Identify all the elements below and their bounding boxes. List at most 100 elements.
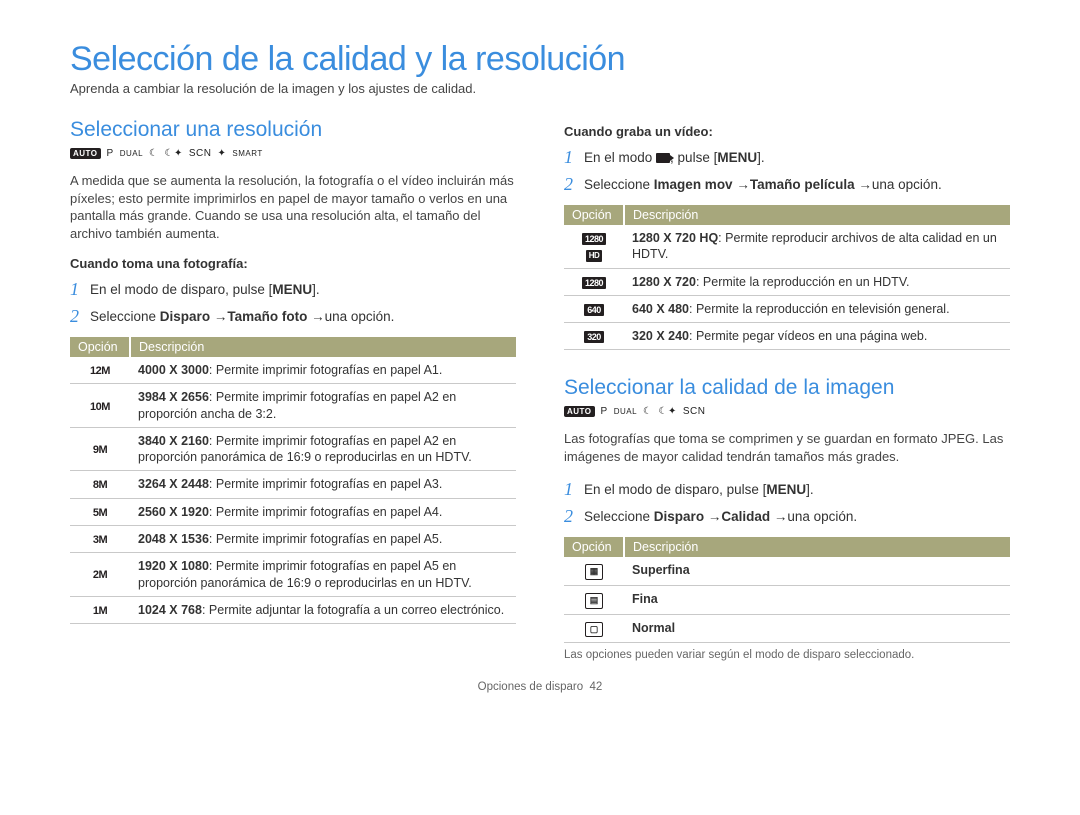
video-res-description-cell: 1280 X 720: Permite la reproducción en u… (624, 268, 1010, 295)
col-description: Descripción (624, 537, 1010, 557)
step-text: En el modo de disparo, pulse [MENU]. (90, 279, 320, 299)
quality-icon: ▤ (564, 586, 624, 615)
mode-p-icon: P (601, 406, 608, 417)
table-header-row: Opción Descripción (70, 337, 516, 357)
table-header-row: Opción Descripción (564, 537, 1010, 557)
resolution-icon: 5M (70, 498, 130, 525)
arrow-icon (770, 509, 787, 524)
table-row: 10M3984 X 2656: Permite imprimir fotogra… (70, 384, 516, 428)
quality-icon: ▢ (564, 614, 624, 643)
resolution-description-cell: 2560 X 1920: Permite imprimir fotografía… (130, 498, 516, 525)
page-footer: Opciones de disparo 42 (70, 681, 1010, 693)
step-text: Seleccione DisparoTamaño fotouna opción. (90, 306, 394, 326)
resolution-icon: 10M (70, 384, 130, 428)
step-text: Seleccione DisparoCalidaduna opción. (584, 506, 857, 526)
mode-auto-icon: AUTO (70, 148, 101, 159)
table-row: 2M1920 X 1080: Permite imprimir fotograf… (70, 553, 516, 597)
video-res-icon: 1280 (564, 268, 624, 295)
arrow-icon (210, 309, 227, 324)
quality-icon: ▦ (564, 557, 624, 585)
section-heading-resolution: Seleccionar una resolución (70, 118, 516, 142)
resolution-icon: 2M (70, 553, 130, 597)
table-row: 3M2048 X 1536: Permite imprimir fotograf… (70, 526, 516, 553)
resolution-description: A medida que se aumenta la resolución, l… (70, 172, 516, 242)
mode-scn-icon: SCN (683, 406, 706, 417)
table-row: ▢Normal (564, 614, 1010, 643)
photo-step-1: 1 En el modo de disparo, pulse [MENU]. (70, 279, 516, 300)
video-step-1: 1 En el modo , pulse [MENU]. (564, 147, 1010, 168)
col-description: Descripción (624, 205, 1010, 225)
quality-steps: 1 En el modo de disparo, pulse [MENU]. 2… (564, 479, 1010, 527)
resolution-description-cell: 2048 X 1536: Permite imprimir fotografía… (130, 526, 516, 553)
col-option: Opción (70, 337, 130, 357)
arrow-icon (733, 177, 750, 192)
video-steps: 1 En el modo , pulse [MENU]. 2 Seleccion… (564, 147, 1010, 195)
quality-label-cell: Normal (624, 614, 1010, 643)
mode-dual-icon: DUAL (614, 407, 637, 416)
quality-label-cell: Fina (624, 586, 1010, 615)
table-header-row: Opción Descripción (564, 205, 1010, 225)
quality-label-cell: Superfina (624, 557, 1010, 585)
resolution-description-cell: 1024 X 768: Permite adjuntar la fotograf… (130, 596, 516, 623)
video-res-description-cell: 1280 X 720 HQ: Permite reproducir archiv… (624, 225, 1010, 268)
quality-step-1: 1 En el modo de disparo, pulse [MENU]. (564, 479, 1010, 500)
photo-resolution-table: Opción Descripción 12M4000 X 3000: Permi… (70, 337, 516, 624)
step-number: 1 (70, 279, 90, 300)
step-number: 1 (564, 479, 584, 500)
table-row: ▦Superfina (564, 557, 1010, 585)
video-step-2: 2 Seleccione Imagen movTamaño películaun… (564, 174, 1010, 195)
right-column: Cuando graba un vídeo: 1 En el modo , pu… (564, 118, 1010, 661)
col-description: Descripción (130, 337, 516, 357)
mode-night-icon: ☾ (643, 406, 652, 417)
photo-step-2: 2 Seleccione DisparoTamaño fotouna opció… (70, 306, 516, 327)
mode-icons-row: AUTO P DUAL ☾ ☾✦ SCN ✦ SMART (70, 148, 516, 159)
menu-key: MENU (766, 482, 806, 497)
arrow-icon (704, 509, 721, 524)
mode-icons-row-2: AUTO P DUAL ☾ ☾✦ SCN (564, 406, 1010, 417)
table-row: 12801280 X 720: Permite la reproducción … (564, 268, 1010, 295)
quality-footnote: Las opciones pueden variar según el modo… (564, 649, 1010, 661)
mode-night2-icon: ☾✦ (659, 406, 677, 417)
mode-dual-icon: DUAL (120, 149, 143, 158)
subheading-photo: Cuando toma una fotografía: (70, 256, 516, 271)
resolution-description-cell: 1920 X 1080: Permite imprimir fotografía… (130, 553, 516, 597)
table-row: 640640 X 480: Permite la reproducción en… (564, 295, 1010, 322)
manual-page: Selección de la calidad y la resolución … (0, 0, 1080, 713)
step-text: Seleccione Imagen movTamaño películauna … (584, 174, 942, 194)
resolution-icon: 1M (70, 596, 130, 623)
video-res-icon: 640 (564, 295, 624, 322)
mode-night-icon: ☾ (149, 148, 158, 159)
table-row: 1M1024 X 768: Permite adjuntar la fotogr… (70, 596, 516, 623)
video-mode-icon (656, 153, 670, 163)
page-intro: Aprenda a cambiar la resolución de la im… (70, 81, 1010, 96)
resolution-icon: 8M (70, 471, 130, 498)
mode-star-icon: ✦ (217, 148, 226, 159)
step-number: 2 (564, 506, 584, 527)
resolution-description-cell: 3840 X 2160: Permite imprimir fotografía… (130, 427, 516, 471)
step-number: 1 (564, 147, 584, 168)
table-row: 320320 X 240: Permite pegar vídeos en un… (564, 323, 1010, 350)
mode-night2-icon: ☾✦ (165, 148, 183, 159)
menu-key: MENU (717, 150, 757, 165)
resolution-description-cell: 4000 X 3000: Permite imprimir fotografía… (130, 357, 516, 384)
arrow-icon (307, 309, 324, 324)
menu-key: MENU (272, 282, 312, 297)
resolution-description-cell: 3984 X 2656: Permite imprimir fotografía… (130, 384, 516, 428)
table-row: 5M2560 X 1920: Permite imprimir fotograf… (70, 498, 516, 525)
step-number: 2 (564, 174, 584, 195)
table-row: 1280HD1280 X 720 HQ: Permite reproducir … (564, 225, 1010, 268)
resolution-icon: 3M (70, 526, 130, 553)
table-row: ▤Fina (564, 586, 1010, 615)
mode-smart-icon: SMART (232, 149, 262, 158)
table-row: 12M4000 X 3000: Permite imprimir fotogra… (70, 357, 516, 384)
table-row: 8M3264 X 2448: Permite imprimir fotograf… (70, 471, 516, 498)
resolution-icon: 12M (70, 357, 130, 384)
mode-scn-icon: SCN (189, 148, 212, 159)
resolution-description-cell: 3264 X 2448: Permite imprimir fotografía… (130, 471, 516, 498)
section-heading-quality: Seleccionar la calidad de la imagen (564, 376, 1010, 400)
video-res-description-cell: 320 X 240: Permite pegar vídeos en una p… (624, 323, 1010, 350)
step-number: 2 (70, 306, 90, 327)
step-text: En el modo , pulse [MENU]. (584, 147, 765, 167)
arrow-icon (855, 177, 872, 192)
col-option: Opción (564, 205, 624, 225)
